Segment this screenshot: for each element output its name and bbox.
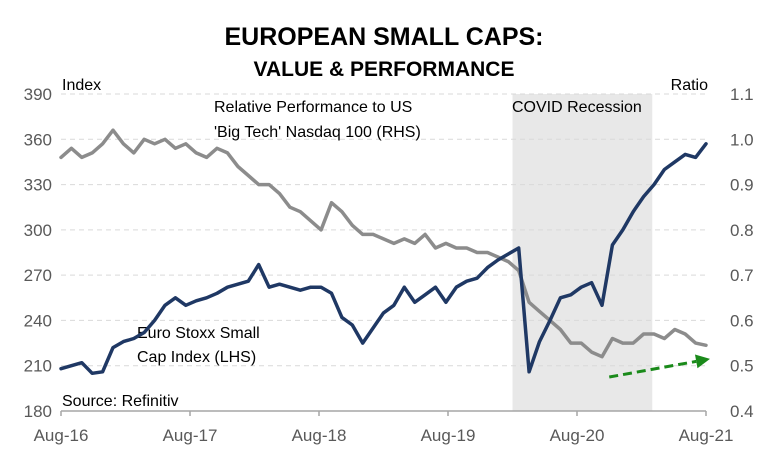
shaded-region-label: COVID Recession [512, 99, 642, 116]
shaded-region [512, 94, 653, 411]
trend-arrow-head-icon [694, 354, 710, 369]
y-right-tick-label: 0.5 [730, 357, 754, 376]
y-left-tick-label: 210 [24, 357, 52, 376]
y-left-tick-label: 330 [24, 176, 52, 195]
y-right-tick-label: 0.6 [730, 311, 754, 330]
y-right-tick-label: 0.4 [730, 402, 754, 421]
series-label-index-line2: Cap Index (LHS) [137, 349, 256, 366]
y-right-tick-label: 0.7 [730, 266, 754, 285]
y-left-tick-label: 240 [24, 311, 52, 330]
source-note: Source: Refinitiv [62, 393, 179, 410]
y-axis-right-label: Ratio [671, 77, 708, 94]
x-tick-label: Aug-21 [679, 426, 734, 445]
x-tick-label: Aug-20 [550, 426, 605, 445]
series-label-index-line1: Euro Stoxx Small [137, 325, 260, 342]
trend-arrow-line [608, 359, 697, 379]
x-tick-label: Aug-18 [292, 426, 347, 445]
y-left-tick-label: 360 [24, 130, 52, 149]
series-label-relative-line1: Relative Performance to US [214, 99, 412, 116]
x-tick-label: Aug-16 [34, 426, 89, 445]
y-left-tick-label: 390 [24, 85, 52, 104]
x-tick-label: Aug-19 [421, 426, 476, 445]
y-right-tick-label: 1.0 [730, 130, 754, 149]
y-right-tick-label: 0.9 [730, 176, 754, 195]
y-left-tick-label: 180 [24, 402, 52, 421]
y-right-tick-label: 1.1 [730, 85, 754, 104]
series-line-relative [59, 128, 708, 359]
chart-subtitle: VALUE & PERFORMANCE [254, 58, 515, 81]
y-left-tick-label: 300 [24, 221, 52, 240]
y-left-tick-label: 270 [24, 266, 52, 285]
y-axis-left-label: Index [62, 77, 101, 94]
y-right-tick-label: 0.8 [730, 221, 754, 240]
series-line-index [59, 142, 708, 376]
series-label-relative-line2: 'Big Tech' Nasdaq 100 (RHS) [214, 124, 421, 141]
chart-title: EUROPEAN SMALL CAPS: [224, 23, 543, 51]
x-tick-label: Aug-17 [163, 426, 218, 445]
